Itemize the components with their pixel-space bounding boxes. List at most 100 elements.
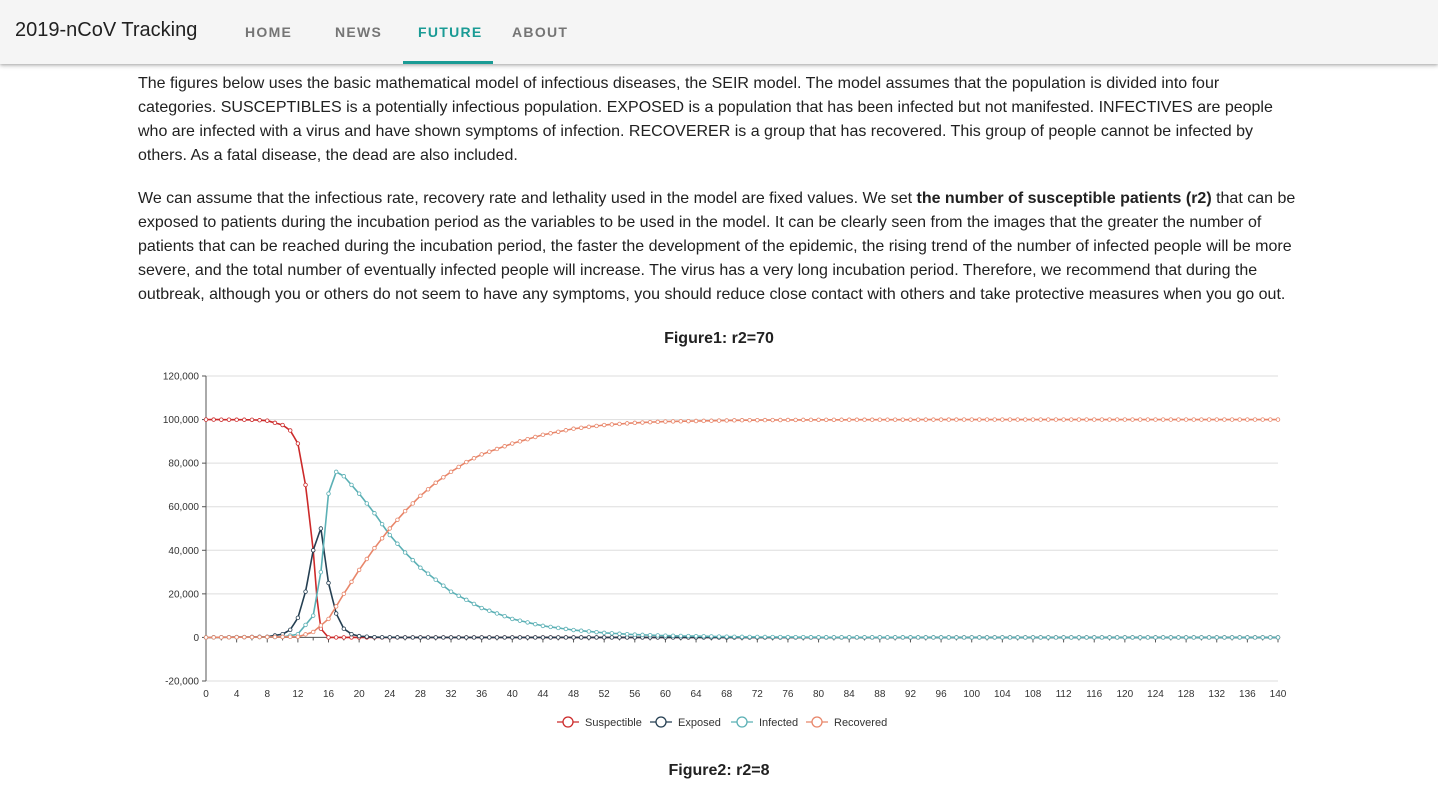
point-exposed	[425, 635, 431, 640]
point-infected	[793, 634, 798, 640]
tab-news[interactable]: NEWS	[335, 24, 383, 40]
point-exposed	[303, 589, 308, 594]
x-tick-label: 140	[1270, 689, 1287, 700]
point-exposed	[448, 635, 454, 640]
point-infected	[755, 634, 760, 640]
point-suspectible	[242, 417, 247, 422]
x-tick-label: 20	[354, 689, 366, 700]
point-infected	[670, 633, 676, 639]
point-infected	[609, 631, 615, 636]
point-exposed	[479, 635, 484, 640]
point-recovered	[862, 417, 867, 422]
x-tick-label: 24	[384, 689, 396, 700]
point-infected	[885, 635, 890, 640]
point-infected	[816, 635, 821, 640]
legend-marker	[655, 716, 667, 728]
point-infected	[701, 634, 706, 639]
x-tick-label: 48	[568, 689, 580, 700]
point-recovered	[1237, 417, 1242, 422]
point-exposed	[326, 580, 331, 586]
point-recovered	[915, 417, 921, 422]
point-recovered	[1107, 417, 1112, 422]
point-recovered	[1061, 417, 1066, 422]
point-infected	[510, 616, 515, 622]
figure2-title: Figure2: r2=8	[668, 762, 770, 779]
x-tick-label: 4	[234, 689, 240, 700]
point-recovered	[670, 419, 676, 424]
point-infected	[1015, 635, 1020, 640]
point-recovered	[877, 417, 883, 422]
point-infected	[1229, 635, 1235, 640]
chart-legend[interactable]: Suspectible Exposed Infected Recovered	[557, 716, 887, 729]
x-tick-label: 88	[874, 689, 886, 700]
tab-future[interactable]: FUTURE	[418, 24, 483, 40]
legend-label: Recovered	[834, 717, 887, 729]
y-tick-label: 80,000	[168, 459, 199, 470]
model-paragraph-emphasis: the number of susceptible patients (r2)	[916, 190, 1212, 207]
y-tick-label: 120,000	[163, 372, 200, 383]
point-infected	[900, 635, 905, 640]
point-infected	[1153, 635, 1158, 640]
x-tick-label: 16	[323, 689, 335, 700]
point-infected	[1084, 635, 1089, 640]
point-recovered	[395, 517, 400, 522]
point-exposed	[617, 635, 622, 640]
tab-home[interactable]: HOME	[245, 24, 293, 40]
x-tick-label: 136	[1239, 689, 1256, 700]
point-recovered	[1153, 417, 1158, 422]
model-paragraph-end: that can be exposed to patients during t…	[138, 190, 1296, 303]
point-recovered	[265, 634, 270, 640]
figure1-title: Figure1: r2=70	[664, 330, 774, 347]
legend-item-infected[interactable]: Infected	[731, 716, 798, 729]
point-recovered	[1268, 417, 1273, 422]
point-recovered	[1137, 417, 1143, 422]
x-tick-label: 76	[782, 689, 794, 700]
point-infected	[517, 618, 523, 623]
point-suspectible	[249, 417, 255, 422]
legend-marker	[811, 716, 823, 728]
legend-label: Exposed	[678, 717, 721, 729]
point-recovered	[540, 432, 546, 438]
point-infected	[441, 583, 446, 588]
point-infected	[1099, 635, 1105, 640]
point-infected	[303, 622, 308, 628]
app-title[interactable]: 2019-nCoV Tracking	[15, 19, 198, 41]
point-infected	[1061, 635, 1066, 640]
point-infected	[548, 624, 553, 630]
legend-item-recovered[interactable]: Recovered	[806, 716, 887, 729]
point-infected	[624, 631, 630, 637]
point-infected	[364, 501, 369, 506]
point-recovered	[954, 417, 959, 422]
point-exposed	[349, 631, 354, 637]
point-infected	[1038, 635, 1043, 640]
tab-about[interactable]: ABOUT	[512, 24, 569, 40]
point-recovered	[1275, 417, 1281, 422]
point-exposed	[379, 635, 385, 640]
point-exposed	[471, 635, 477, 640]
point-suspectible	[303, 482, 308, 488]
point-infected	[456, 593, 461, 598]
point-infected	[410, 557, 415, 563]
point-exposed	[318, 526, 324, 531]
point-suspectible	[333, 635, 339, 640]
point-exposed	[548, 635, 553, 640]
point-infected	[992, 635, 997, 640]
legend-item-suspectible[interactable]: Suspectible	[557, 716, 642, 729]
x-tick-label: 40	[507, 689, 519, 700]
legend-item-exposed[interactable]: Exposed	[650, 716, 721, 729]
point-recovered	[310, 629, 316, 635]
point-infected	[709, 634, 714, 639]
point-recovered	[494, 446, 500, 452]
point-infected	[1252, 635, 1258, 640]
point-infected	[1260, 635, 1265, 640]
point-recovered	[1015, 417, 1020, 422]
series-infected	[203, 469, 1281, 640]
x-tick-label: 108	[1025, 689, 1042, 700]
point-infected	[961, 635, 967, 640]
point-recovered	[303, 632, 308, 637]
point-infected	[1191, 635, 1196, 640]
point-recovered	[579, 425, 584, 430]
y-tick-label: 20,000	[168, 589, 199, 600]
point-infected	[448, 589, 454, 594]
point-exposed	[571, 635, 576, 640]
